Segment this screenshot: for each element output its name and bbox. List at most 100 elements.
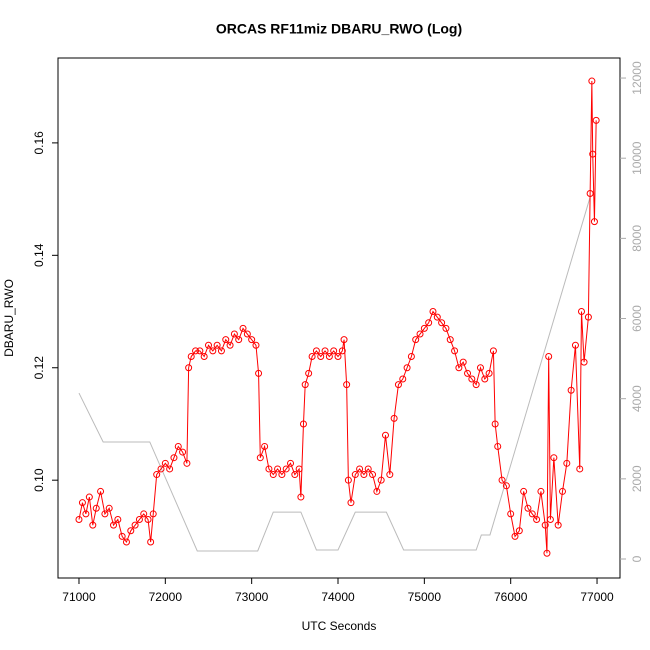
data-point	[485, 369, 493, 377]
data-point	[494, 442, 502, 450]
data-point	[373, 487, 381, 495]
data-point	[89, 521, 97, 529]
data-point	[269, 471, 277, 479]
data-point	[179, 448, 187, 456]
data-point	[459, 358, 467, 366]
data-point	[261, 442, 269, 450]
data-point	[394, 381, 402, 389]
data-point	[144, 516, 152, 524]
data-point	[140, 510, 148, 518]
data-point	[101, 510, 109, 518]
data-point	[301, 381, 309, 389]
y-tick-label: 0.12	[32, 356, 46, 380]
data-point	[200, 353, 208, 361]
data-point	[498, 476, 506, 484]
data-point	[491, 420, 499, 428]
data-point	[122, 538, 130, 546]
data-point	[442, 324, 450, 332]
data-point	[472, 381, 480, 389]
data-point	[92, 504, 100, 512]
data-point	[340, 336, 348, 344]
data-point	[588, 77, 596, 85]
data-point	[338, 347, 346, 355]
y2-tick-label: 10000	[630, 141, 644, 175]
data-point	[334, 353, 342, 361]
x-tick-label: 77000	[580, 590, 614, 604]
series-line	[78, 196, 591, 552]
data-point	[243, 330, 251, 338]
x-tick-label: 73000	[235, 590, 269, 604]
data-point	[135, 516, 143, 524]
data-point	[78, 499, 86, 507]
data-point	[192, 347, 200, 355]
data-point	[425, 319, 433, 327]
data-point	[537, 487, 545, 495]
y-axis-label: DBARU_RWO	[2, 279, 16, 357]
data-point	[545, 353, 553, 361]
x-tick-label: 76000	[494, 590, 528, 604]
data-point	[149, 510, 157, 518]
data-point	[464, 369, 472, 377]
y-tick-label: 0.16	[32, 131, 46, 155]
data-point	[183, 459, 191, 467]
data-point	[278, 471, 286, 479]
data-point	[489, 347, 497, 355]
data-point	[543, 549, 551, 557]
data-point	[174, 442, 182, 450]
y2-tick-label: 0	[630, 555, 644, 562]
data-point	[217, 347, 225, 355]
data-point	[403, 364, 411, 372]
data-point	[590, 218, 598, 226]
data-point	[369, 471, 377, 479]
data-point	[347, 499, 355, 507]
data-point	[507, 510, 515, 518]
data-point	[386, 471, 394, 479]
data-point	[438, 319, 446, 327]
data-point	[416, 330, 424, 338]
x-tick-label: 75000	[408, 590, 442, 604]
data-point	[252, 341, 260, 349]
data-point	[558, 487, 566, 495]
data-point	[533, 516, 541, 524]
data-point	[308, 353, 316, 361]
data-point	[524, 504, 532, 512]
data-point	[589, 150, 597, 158]
data-point	[451, 347, 459, 355]
y2-tick-label: 12000	[630, 61, 644, 95]
data-point	[239, 324, 247, 332]
series-line	[78, 81, 597, 554]
data-point	[356, 465, 364, 473]
data-point	[295, 465, 303, 473]
data-point	[297, 493, 305, 501]
data-point	[344, 476, 352, 484]
data-point	[390, 414, 398, 422]
data-point	[468, 375, 476, 383]
data-point	[147, 538, 155, 546]
data-point	[312, 347, 320, 355]
x-tick-label: 71000	[62, 590, 96, 604]
data-point	[541, 521, 549, 529]
data-point	[576, 465, 584, 473]
data-point	[97, 487, 105, 495]
plot-frame	[57, 57, 621, 579]
data-point	[420, 324, 428, 332]
data-point	[153, 471, 161, 479]
data-point	[235, 336, 243, 344]
data-point	[185, 364, 193, 372]
data-point	[325, 353, 333, 361]
data-point	[291, 471, 299, 479]
data-point	[127, 527, 135, 535]
data-point	[520, 487, 528, 495]
data-point	[455, 364, 463, 372]
data-point	[446, 336, 454, 344]
data-point	[255, 369, 263, 377]
data-point	[571, 341, 579, 349]
y2-tick-label: 8000	[630, 225, 644, 252]
data-point	[550, 454, 558, 462]
chart-title: ORCAS RF11miz DBARU_RWO (Log)	[216, 21, 462, 37]
data-point	[274, 465, 282, 473]
data-point	[407, 353, 415, 361]
data-point	[230, 330, 238, 338]
data-point	[343, 381, 351, 389]
